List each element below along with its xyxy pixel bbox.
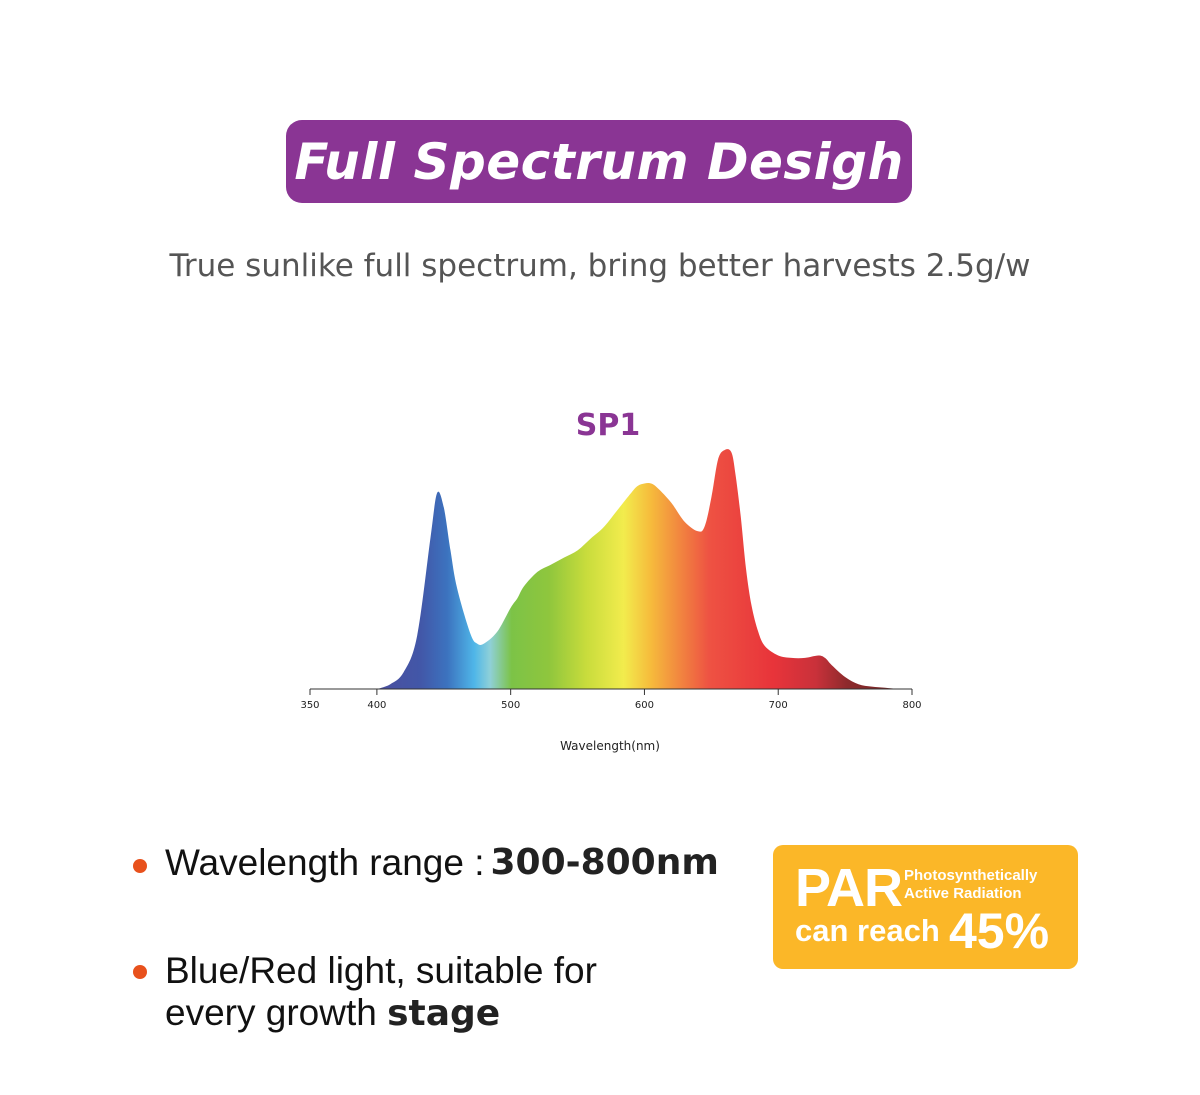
bullet-wavelength: Wavelength range : 300-800nm <box>133 842 719 884</box>
par-percent: 45% <box>949 903 1050 959</box>
par-desc-line1: Photosynthetically <box>904 867 1038 884</box>
x-tick-label: 700 <box>769 700 788 711</box>
title-banner: Full Spectrum Desigh <box>286 120 912 203</box>
bullet-dot-icon <box>133 965 147 979</box>
par-description: Photosynthetically Active Radiation <box>904 867 1037 903</box>
bullet-dot-icon <box>133 859 147 873</box>
blue-red-line1: Blue/Red light, suitable for <box>165 950 597 991</box>
par-title: PAR <box>795 858 903 918</box>
x-tick-label: 400 <box>367 700 386 711</box>
page-subtitle: True sunlike full spectrum, bring better… <box>169 248 1031 284</box>
spectrum-area <box>376 449 899 689</box>
x-tick-label: 800 <box>902 700 921 711</box>
blue-red-text: Blue/Red light, suitable for every growt… <box>165 950 597 1035</box>
par-desc-line2: Active Radiation <box>904 885 1022 902</box>
blue-red-stage: stage <box>387 993 501 1034</box>
x-axis-label: Wavelength(nm) <box>560 739 660 753</box>
bullet-blue-red: Blue/Red light, suitable for every growt… <box>133 950 597 1035</box>
chart-title: SP1 <box>576 408 640 443</box>
x-axis-ticks: 350 400 500 600 700 800 <box>300 689 922 711</box>
wavelength-value: 300-800nm <box>490 842 719 883</box>
par-badge: PAR Photosynthetically Active Radiation … <box>773 845 1078 969</box>
x-tick-label: 600 <box>635 700 654 711</box>
blue-red-line2: every growth <box>165 992 377 1033</box>
wavelength-label: Wavelength range : <box>165 842 485 883</box>
par-reach-text: can reach <box>795 913 940 948</box>
x-tick-label: 500 <box>501 700 520 711</box>
x-tick-label: 350 <box>300 700 319 711</box>
page-title: Full Spectrum Desigh <box>294 132 904 191</box>
